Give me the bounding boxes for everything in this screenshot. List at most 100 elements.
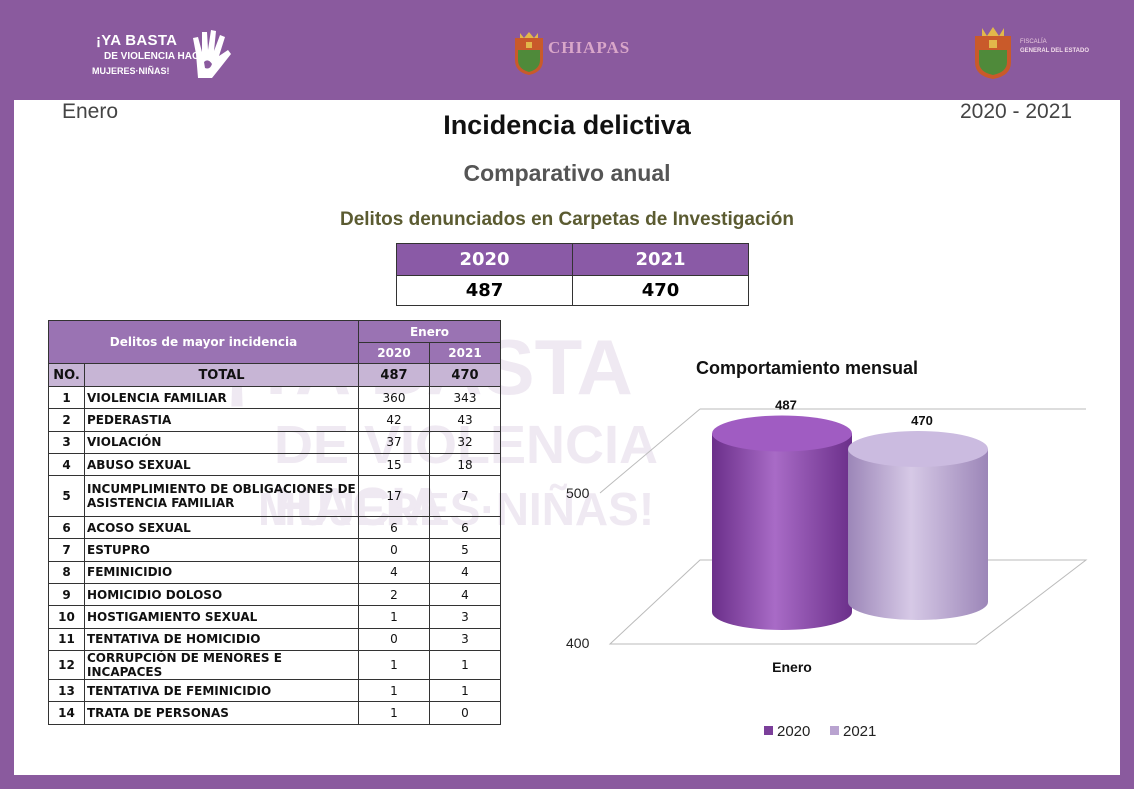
crime-name: TRATA DE PERSONAS bbox=[84, 701, 359, 725]
crime-name: ABUSO SEXUAL bbox=[84, 452, 359, 477]
total-2021: 470 bbox=[429, 363, 501, 387]
data-label-2020: 487 bbox=[775, 398, 797, 413]
row-number: 7 bbox=[48, 538, 85, 562]
row-number: 8 bbox=[48, 560, 85, 585]
crime-name: HOSTIGAMIENTO SEXUAL bbox=[84, 605, 359, 629]
value-2020: 1 bbox=[358, 605, 430, 629]
table-row: 14 TRATA DE PERSONAS 1 0 bbox=[48, 701, 501, 725]
table-row: 8 FEMINICIDIO 4 4 bbox=[48, 560, 501, 585]
table-row: 2 PEDERASTIA 42 43 bbox=[48, 408, 501, 432]
value-2021: 0 bbox=[429, 701, 501, 725]
row-number: 11 bbox=[48, 627, 85, 651]
value-2020: 17 bbox=[358, 475, 430, 518]
table-year-2020: 2020 bbox=[358, 342, 430, 364]
shield-icon bbox=[515, 32, 543, 75]
year-range-label: 2020 - 2021 bbox=[960, 100, 1073, 123]
chart-bars: 487 470 bbox=[712, 398, 988, 630]
summary-year-2020: 2020 bbox=[396, 243, 573, 276]
value-2021: 32 bbox=[429, 430, 501, 454]
x-category-label: Enero bbox=[772, 659, 812, 675]
gridline-500-left bbox=[599, 408, 701, 494]
bar-top-2021 bbox=[848, 431, 988, 467]
value-2020: 1 bbox=[358, 701, 430, 725]
y-tick-400: 400 bbox=[566, 635, 590, 651]
summary-value-2021: 470 bbox=[572, 275, 749, 306]
ya-basta-logo: ¡YA BASTA DE VIOLENCIA HACIA MUJERES·NIÑ… bbox=[92, 28, 237, 83]
value-2020: 15 bbox=[358, 452, 430, 477]
value-2020: 1 bbox=[358, 678, 430, 703]
section-title: Delitos denunciados en Carpetas de Inves… bbox=[339, 209, 794, 230]
value-2020: 2 bbox=[358, 583, 430, 607]
page-title: Incidencia delictiva bbox=[443, 110, 691, 140]
row-number: 14 bbox=[48, 701, 85, 725]
chiapas-logo: CHIAPAS bbox=[508, 28, 638, 80]
value-2021: 5 bbox=[429, 538, 501, 562]
summary-table: 2020 2021 487 470 bbox=[396, 243, 749, 306]
value-2021: 3 bbox=[429, 605, 501, 629]
bar-2021 bbox=[848, 449, 988, 620]
row-number: 6 bbox=[48, 516, 85, 540]
table-row: 1 VIOLENCIA FAMILIAR 360 343 bbox=[48, 385, 501, 410]
value-2021: 343 bbox=[429, 385, 501, 410]
row-number: 4 bbox=[48, 452, 85, 477]
crime-name: PEDERASTIA bbox=[84, 408, 359, 432]
crime-name: VIOLACIÓN bbox=[84, 430, 359, 454]
table-row: 9 HOMICIDIO DOLOSO 2 4 bbox=[48, 583, 501, 607]
value-2020: 6 bbox=[358, 516, 430, 540]
logo-line1: ¡YA BASTA bbox=[96, 32, 178, 49]
page-header: ¡YA BASTA DE VIOLENCIA HACIA MUJERES·NIÑ… bbox=[0, 0, 1134, 100]
month-label: Enero bbox=[62, 100, 119, 123]
value-2021: 6 bbox=[429, 516, 501, 540]
value-2021: 4 bbox=[429, 583, 501, 607]
crime-name: TENTATIVA DE FEMINICIDIO bbox=[84, 678, 359, 703]
crime-name: CORRUPCIÓN DE MENORES E INCAPACES bbox=[84, 649, 359, 680]
table-row: 7 ESTUPRO 0 5 bbox=[48, 538, 501, 562]
table-header-label: Delitos de mayor incidencia bbox=[48, 320, 359, 364]
crime-name: VIOLENCIA FAMILIAR bbox=[84, 385, 359, 410]
row-number: 12 bbox=[48, 649, 85, 680]
legend-swatch-2020 bbox=[764, 726, 773, 735]
bar-2020 bbox=[712, 433, 852, 630]
table-row: 6 ACOSO SEXUAL 6 6 bbox=[48, 516, 501, 540]
no-column-header: NO. bbox=[48, 363, 85, 387]
crime-name: ESTUPRO bbox=[84, 538, 359, 562]
row-number: 3 bbox=[48, 430, 85, 454]
row-number: 1 bbox=[48, 385, 85, 410]
row-number: 5 bbox=[48, 475, 85, 518]
row-number: 10 bbox=[48, 605, 85, 629]
table-row: 10 HOSTIGAMIENTO SEXUAL 1 3 bbox=[48, 605, 501, 629]
table-row: 3 VIOLACIÓN 37 32 bbox=[48, 430, 501, 454]
crime-name: HOMICIDIO DOLOSO bbox=[84, 583, 359, 607]
table-row: 4 ABUSO SEXUAL 15 18 bbox=[48, 452, 501, 477]
chart-floor bbox=[608, 559, 1088, 645]
crime-name: INCUMPLIMIENTO DE OBLIGACIONES DE ASISTE… bbox=[84, 475, 359, 518]
table-row: 11 TENTATIVA DE HOMICIDIO 0 3 bbox=[48, 627, 501, 651]
value-2020: 42 bbox=[358, 408, 430, 432]
value-2021: 18 bbox=[429, 452, 501, 477]
table-year-2021: 2021 bbox=[429, 342, 501, 364]
fiscalia-logo: FISCALÍA GENERAL DEL ESTADO bbox=[972, 24, 1122, 84]
logo-line2: DE VIOLENCIA HACIA bbox=[104, 51, 210, 62]
total-2020: 487 bbox=[358, 363, 430, 387]
value-2020: 0 bbox=[358, 627, 430, 651]
value-2020: 1 bbox=[358, 649, 430, 680]
legend-swatch-2021 bbox=[830, 726, 839, 735]
table-row: 5 INCUMPLIMIENTO DE OBLIGACIONES DE ASIST… bbox=[48, 475, 501, 518]
chart-plot-area bbox=[599, 408, 1088, 645]
value-2021: 3 bbox=[429, 627, 501, 651]
row-number: 2 bbox=[48, 408, 85, 432]
y-tick-500: 500 bbox=[566, 485, 590, 501]
crime-incidence-table: Delitos de mayor incidencia Enero 2020 2… bbox=[48, 320, 501, 725]
legend-label-2020: 2020 bbox=[777, 723, 810, 740]
fiscalia-line1: FISCALÍA bbox=[1020, 39, 1047, 45]
summary-value-2020: 487 bbox=[396, 275, 573, 306]
crime-rows: 1 VIOLENCIA FAMILIAR 360 343 2 PEDERASTIA 42 43… bbox=[48, 385, 501, 725]
logo-line3: MUJERES·NIÑAS! bbox=[92, 66, 170, 76]
table-period-header: Enero bbox=[358, 320, 501, 343]
table-row: 13 TENTATIVA DE FEMINICIDIO 1 1 bbox=[48, 678, 501, 703]
fiscalia-line2: GENERAL DEL ESTADO bbox=[1020, 48, 1090, 54]
hand-icon bbox=[193, 30, 231, 78]
value-2020: 37 bbox=[358, 430, 430, 454]
value-2020: 0 bbox=[358, 538, 430, 562]
crime-name: TENTATIVA DE HOMICIDIO bbox=[84, 627, 359, 651]
